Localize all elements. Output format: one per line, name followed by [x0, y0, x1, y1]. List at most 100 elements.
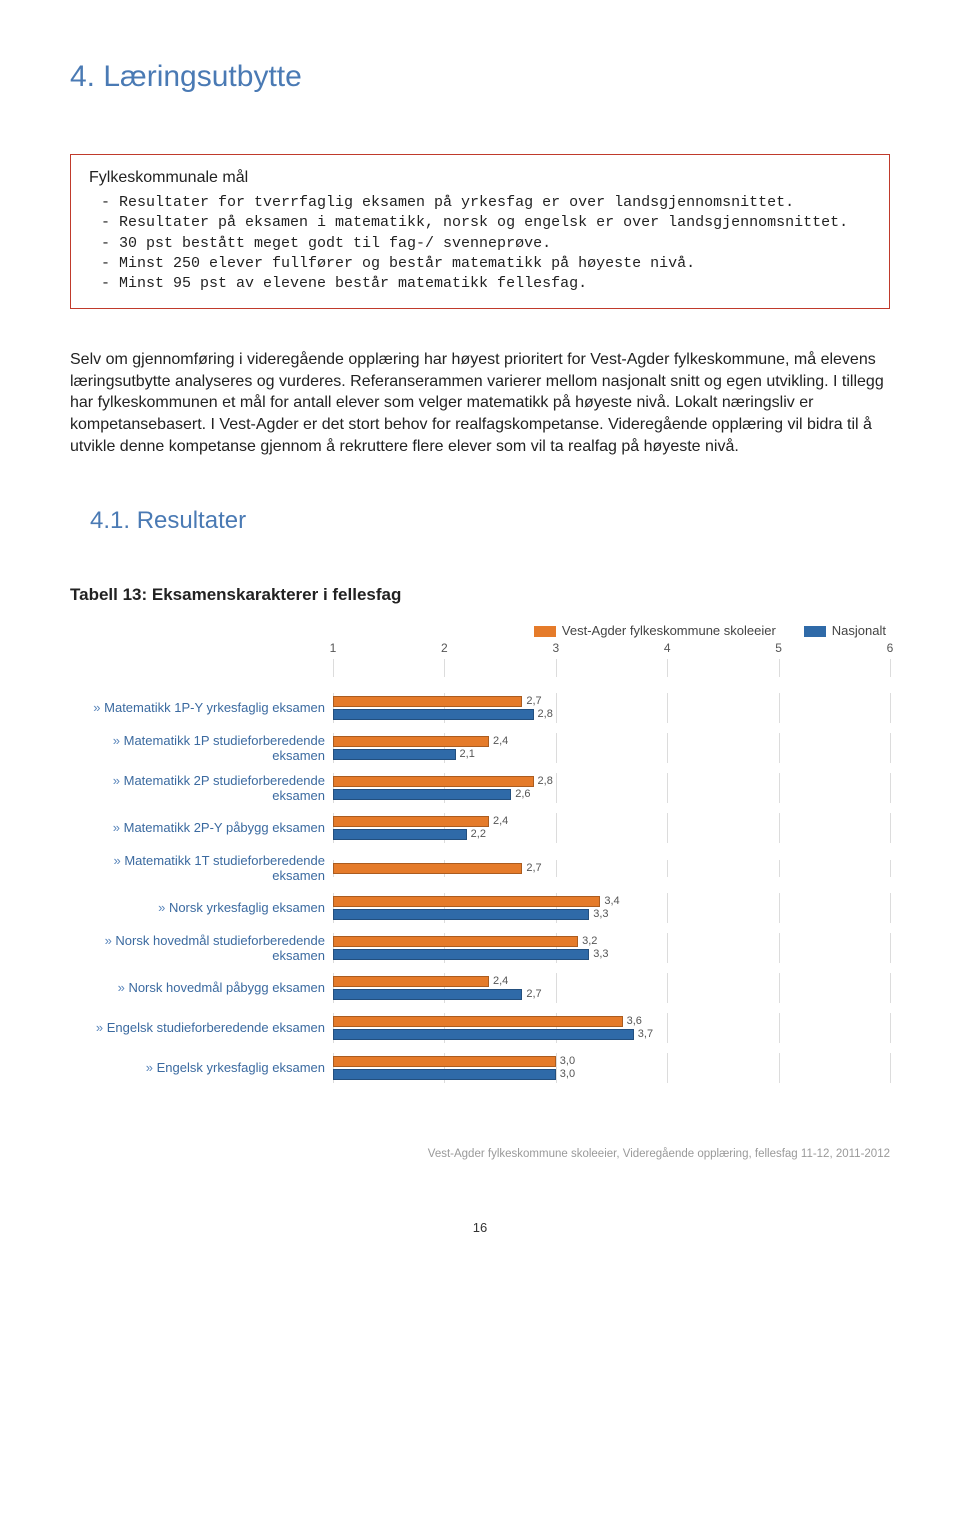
chart-bar: 3,3 — [333, 909, 589, 920]
chart-row-plot: 3,43,3 — [333, 893, 890, 923]
goals-list-item: Resultater for tverrfaglig eksamen på yr… — [119, 193, 871, 213]
chart-row-plot: 2,7 — [333, 860, 890, 877]
chart-row-label: » Matematikk 1P studieforberedende eksam… — [70, 733, 333, 764]
chart-gridline — [890, 1053, 891, 1083]
legend-item: Vest-Agder fylkeskommune skoleeier — [534, 623, 776, 638]
chart-bar-value: 2,4 — [488, 975, 508, 987]
chart-gridline — [667, 973, 668, 1003]
section-heading: 4. Læringsutbytte — [70, 60, 890, 94]
chart-gridline — [890, 733, 891, 763]
chart-bars: 2,72,8 — [333, 693, 890, 723]
goals-list-item: Minst 95 pst av elevene består matematik… — [119, 274, 871, 294]
chart-row-plot: 2,72,8 — [333, 693, 890, 723]
chart-gridline — [779, 1053, 780, 1083]
chart-axis-tick-label: 3 — [552, 641, 559, 655]
chart-bar-value: 2,7 — [521, 695, 541, 707]
goals-box: Fylkeskommunale mål Resultater for tverr… — [70, 154, 890, 309]
chart-axis-tick-label: 1 — [330, 641, 337, 655]
chart-legend: Vest-Agder fylkeskommune skoleeier Nasjon… — [70, 623, 890, 638]
chart-bar-value: 2,8 — [533, 708, 553, 720]
chart-row: » Matematikk 1P-Y yrkesfaglig eksamen2,7… — [70, 688, 890, 728]
chart-row-plot: 2,4 2,7 — [333, 973, 890, 1003]
chart-row: » Norsk yrkesfaglig eksamen3,43,3 — [70, 888, 890, 928]
chart-gridline — [667, 1053, 668, 1083]
chart-gridline — [890, 659, 891, 677]
chart-bar: 3,4 — [333, 896, 600, 907]
chart-bar: 3,0 — [333, 1056, 556, 1067]
chart-bar-value: 2,7 — [521, 862, 541, 874]
chart-row-plot: 3,63,7 — [333, 1013, 890, 1043]
chart-axis-tick-label: 5 — [775, 641, 782, 655]
page-number: 16 — [70, 1220, 890, 1235]
chart-gridline — [890, 860, 891, 877]
chart-bars: 3,43,3 — [333, 893, 890, 923]
table-heading: Tabell 13: Eksamenskarakterer i fellesfa… — [70, 585, 890, 605]
chart-bars: 2,4 2,7 — [333, 973, 890, 1003]
chart-bars: 3,2 3,3 — [333, 933, 890, 963]
chart-bar: 3,0 — [333, 1069, 556, 1080]
subsection-heading: 4.1. Resultater — [90, 507, 890, 535]
chart-gridline — [556, 813, 557, 843]
chart-row-label: » Matematikk 1T studieforberedende eksam… — [70, 853, 333, 884]
chart-row-label: » Matematikk 1P-Y yrkesfaglig eksamen — [70, 700, 333, 716]
chart-bar: 2,4 — [333, 736, 489, 747]
chart-footer-note: Vest-Agder fylkeskommune skoleeier, Vide… — [70, 1148, 890, 1160]
chart-bar: 2,1 — [333, 749, 456, 760]
chart-gridline — [890, 813, 891, 843]
chart-gridline — [556, 693, 557, 723]
chart-bar: 3,7 — [333, 1029, 634, 1040]
goals-list-item: Minst 250 elever fullfører og består mat… — [119, 254, 871, 274]
legend-label: Nasjonalt — [832, 623, 886, 638]
chart-bars: 2,42,2 — [333, 813, 890, 843]
chart-gridline — [779, 1013, 780, 1043]
chart-bar-value: 3,0 — [555, 1055, 575, 1067]
legend-item: Nasjonalt — [804, 623, 886, 638]
legend-swatch — [804, 626, 826, 637]
chart-axis-tick-label: 6 — [887, 641, 894, 655]
chart-bar: 3,2 — [333, 936, 578, 947]
chart-bars: 2,7 — [333, 860, 890, 877]
chart-row: » Matematikk 2P-Y påbygg eksamen2,42,2 — [70, 808, 890, 848]
chart-gridline — [667, 893, 668, 923]
chart-row-plot: 2,82,6 — [333, 773, 890, 803]
chart-row: » Matematikk 1T studieforberedende eksam… — [70, 848, 890, 888]
goals-list-item: Resultater på eksamen i matematikk, nors… — [119, 213, 871, 233]
chart-gridline — [667, 773, 668, 803]
chart-bar-value: 2,6 — [510, 788, 530, 800]
chart-gridline — [890, 1013, 891, 1043]
chart-bar-value: 3,3 — [588, 908, 608, 920]
goals-list-item: 30 pst bestått meget godt til fag-/ sven… — [119, 234, 871, 254]
chart-bar: 3,6 — [333, 1016, 623, 1027]
chart-row-plot: 2,4 2,1 — [333, 733, 890, 763]
chart: Vest-Agder fylkeskommune skoleeier Nasjon… — [70, 623, 890, 1088]
chart-gridline — [667, 693, 668, 723]
goals-list: Resultater for tverrfaglig eksamen på yr… — [89, 193, 871, 294]
body-paragraph: Selv om gjennomføring i videregående opp… — [70, 349, 890, 457]
chart-bar: 2,7 — [333, 863, 522, 874]
chart-gridline — [444, 659, 445, 677]
chart-gridline — [779, 893, 780, 923]
chart-row-plot: 2,42,2 — [333, 813, 890, 843]
chart-gridline — [556, 773, 557, 803]
goals-box-title: Fylkeskommunale mål — [89, 169, 871, 187]
chart-bar-value: 3,2 — [577, 935, 597, 947]
chart-bar: 3,3 — [333, 949, 589, 960]
legend-label: Vest-Agder fylkeskommune skoleeier — [562, 623, 776, 638]
chart-row: » Matematikk 1P studieforberedende eksam… — [70, 728, 890, 768]
chart-bar: 2,7 — [333, 989, 522, 1000]
chart-row: » Engelsk studieforberedende eksamen3,63… — [70, 1008, 890, 1048]
chart-bar-value: 2,8 — [533, 775, 553, 787]
chart-bars: 2,4 2,1 — [333, 733, 890, 763]
chart-bar: 2,7 — [333, 696, 522, 707]
chart-bar: 2,4 — [333, 976, 489, 987]
chart-bar: 2,6 — [333, 789, 511, 800]
chart-row: » Norsk hovedmål studieforberedende eksa… — [70, 928, 890, 968]
chart-gridline — [779, 813, 780, 843]
chart-gridline — [333, 659, 334, 677]
chart-row: » Engelsk yrkesfaglig eksamen3,03,0 — [70, 1048, 890, 1088]
chart-gridline — [779, 773, 780, 803]
chart-bar-value: 2,4 — [488, 735, 508, 747]
chart-gridline — [667, 733, 668, 763]
chart-axis-tick-label: 4 — [664, 641, 671, 655]
chart-gridline — [667, 813, 668, 843]
